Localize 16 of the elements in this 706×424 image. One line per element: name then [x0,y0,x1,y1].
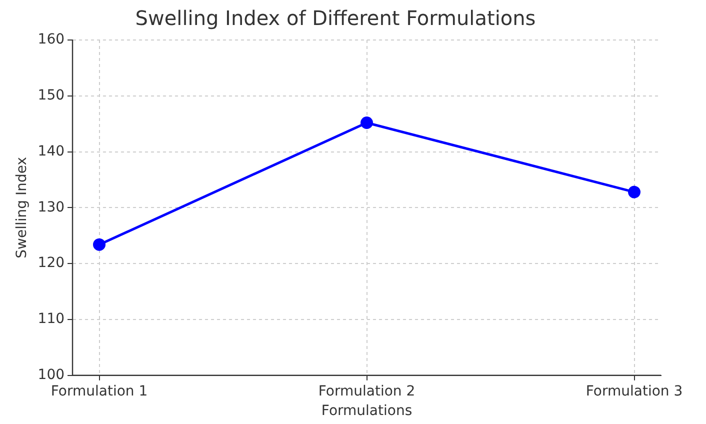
x-tick-label: Formulation 1 [50,383,148,400]
y-tick-label: 100 [38,367,65,384]
x-tick-label: Formulation 3 [586,383,683,400]
y-axis-title: Swelling Index [14,157,30,258]
point [93,238,106,251]
point [628,186,640,198]
point [360,116,374,129]
x-tick-label: Formulation 2 [318,383,416,400]
chart-title: Swelling Index of Different Formulations [135,6,536,30]
y-tick-label: 130 [38,199,65,216]
y-tick-label: 140 [38,143,65,160]
x-axis-title: Formulations [321,403,412,420]
y-tick-label: 120 [38,255,65,272]
y-tick-label: 150 [38,88,65,104]
y-tick-label: 110 [38,311,65,328]
y-tick-label: 160 [38,32,65,48]
